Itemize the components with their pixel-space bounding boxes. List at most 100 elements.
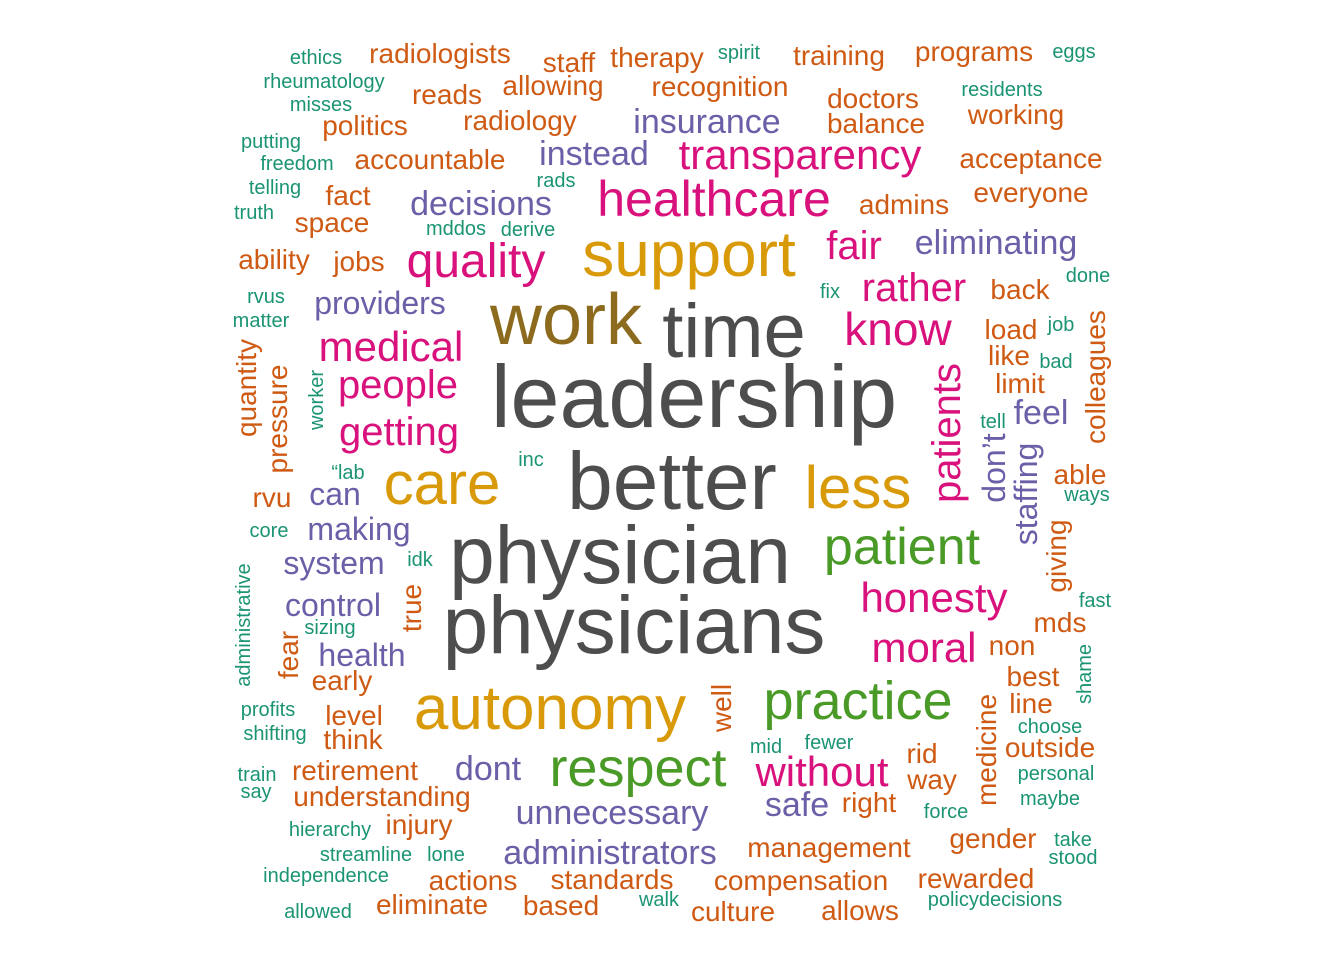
word-know: know xyxy=(844,303,952,355)
word-bad: bad xyxy=(1039,351,1073,373)
word-fear: fear xyxy=(273,630,304,680)
word-medical: medical xyxy=(318,323,464,370)
word-inc: inc xyxy=(518,449,544,471)
word-patients: patients xyxy=(925,362,969,504)
word-policydecisions: policydecisions xyxy=(927,889,1063,911)
word-residents: residents xyxy=(961,79,1043,101)
word-quality: quality xyxy=(406,235,546,288)
word-physicians: physicians xyxy=(442,580,826,671)
word-instead: instead xyxy=(539,135,649,173)
word-feel: feel xyxy=(1013,394,1069,432)
word-worker: worker xyxy=(306,369,328,431)
word-time: time xyxy=(662,289,806,374)
word-ethics: ethics xyxy=(289,47,343,69)
word-colleagues: colleagues xyxy=(1080,310,1111,444)
word-rads: rads xyxy=(536,170,576,192)
word-programs: programs xyxy=(914,36,1034,67)
word-stood: stood xyxy=(1048,847,1098,869)
word-compensation: compensation xyxy=(713,865,889,896)
word-training: training xyxy=(793,40,885,71)
word-without: without xyxy=(755,748,889,795)
word-politics: politics xyxy=(322,110,408,141)
word-injury: injury xyxy=(385,809,453,840)
word-leadership: leadership xyxy=(490,347,898,446)
word-matter: matter xyxy=(232,310,290,332)
word-allowed: allowed xyxy=(284,901,352,923)
word-putting: putting xyxy=(240,131,302,153)
word-recognition: recognition xyxy=(651,71,789,102)
word-better: better xyxy=(567,436,777,527)
word-core: core xyxy=(249,520,289,542)
word-can: can xyxy=(309,476,361,512)
word-understanding: understanding xyxy=(293,781,471,812)
word-walk: walk xyxy=(638,889,680,911)
word-working: working xyxy=(967,99,1065,130)
word-maybe: maybe xyxy=(1019,788,1081,810)
word-done: done xyxy=(1065,265,1111,287)
word-therapy: therapy xyxy=(610,42,704,73)
word-sizing: sizing xyxy=(304,617,356,639)
word-people: people xyxy=(337,363,459,407)
word-transparency: transparency xyxy=(678,131,922,178)
word-healthcare: healthcare xyxy=(597,171,831,227)
word-giving: giving xyxy=(1041,519,1072,593)
word-physician: physician xyxy=(449,510,791,601)
word-mddos: mddos xyxy=(425,218,487,240)
word-making: making xyxy=(307,511,411,547)
word-medicine: medicine xyxy=(971,693,1002,807)
word-health: health xyxy=(318,637,406,673)
word-care: care xyxy=(383,450,501,517)
word-fewer: fewer xyxy=(804,732,854,754)
word-support: support xyxy=(582,218,796,290)
word-getting: getting xyxy=(338,410,460,454)
word-fix: fix xyxy=(820,281,840,303)
word-true: true xyxy=(396,583,427,633)
word-dont: dont xyxy=(454,750,522,788)
word-admins: admins xyxy=(858,189,950,220)
word-administrators: administrators xyxy=(503,834,717,872)
word-allows: allows xyxy=(821,895,899,926)
word-rewarded: rewarded xyxy=(917,863,1035,894)
word-actions: actions xyxy=(428,865,518,896)
word-balance: balance xyxy=(826,108,926,139)
word-practice: practice xyxy=(763,671,953,731)
word-streamline: streamline xyxy=(319,844,413,866)
word-shifting: shifting xyxy=(243,723,307,745)
word-autonomy: autonomy xyxy=(413,674,687,743)
word-fair: fair xyxy=(826,224,882,268)
word-work: work xyxy=(489,280,643,360)
word-administrative: administrative xyxy=(233,563,255,687)
word-allowing: allowing xyxy=(502,70,604,101)
word-hierarchy: hierarchy xyxy=(288,819,372,841)
word-able: able xyxy=(1053,459,1107,490)
word-mid: mid xyxy=(749,736,783,758)
word-way: way xyxy=(907,764,957,795)
word-less: less xyxy=(804,454,912,521)
word-early: early xyxy=(311,665,373,696)
word-insurance: insurance xyxy=(633,103,781,141)
word-non: non xyxy=(988,630,1036,661)
word-rid: rid xyxy=(906,738,938,769)
word-force: force xyxy=(923,801,969,823)
word-system: system xyxy=(283,545,385,581)
word-train: train xyxy=(237,764,277,786)
word-truth: truth xyxy=(233,202,275,224)
word-acceptance: acceptance xyxy=(959,143,1103,174)
word-freedom: freedom xyxy=(260,153,334,175)
word-say: say xyxy=(240,781,272,803)
word-pressure: pressure xyxy=(262,364,293,474)
word-jobs: jobs xyxy=(333,246,385,277)
word-staff: staff xyxy=(542,47,596,78)
word-ways: ways xyxy=(1064,484,1110,506)
word-eliminating: eliminating xyxy=(914,224,1078,262)
word-everyone: everyone xyxy=(973,177,1089,208)
word-rvu: rvu xyxy=(252,482,292,513)
word-spirit: spirit xyxy=(717,42,761,64)
word-radiology: radiology xyxy=(463,105,577,136)
word-fast: fast xyxy=(1078,590,1112,612)
word-fact: fact xyxy=(325,180,371,211)
word-safe: safe xyxy=(764,786,830,824)
word-profits: profits xyxy=(240,699,296,721)
word-culture: culture xyxy=(690,896,776,927)
